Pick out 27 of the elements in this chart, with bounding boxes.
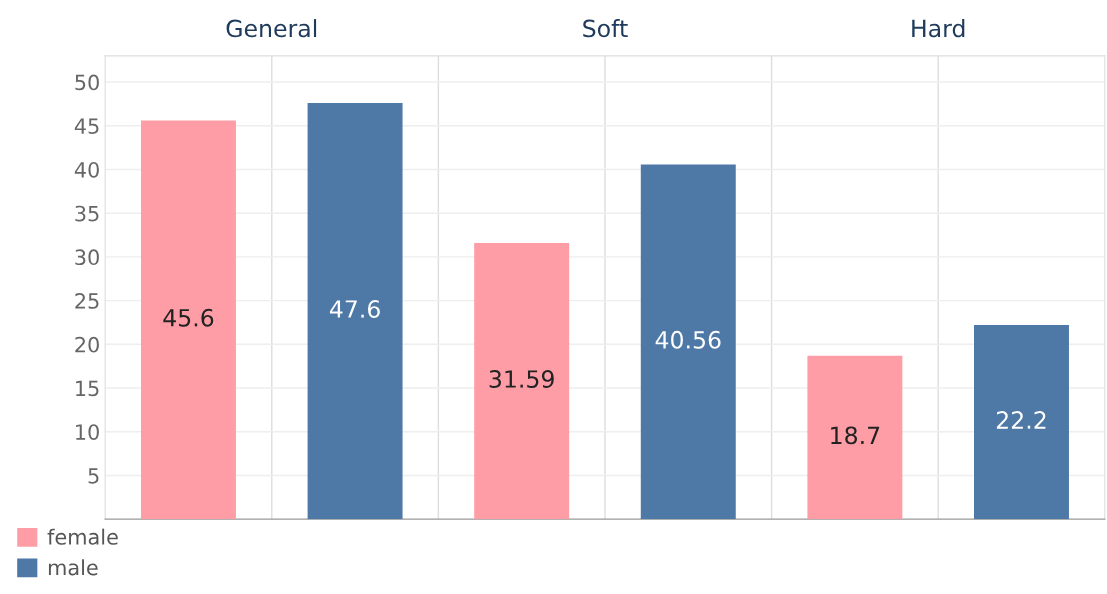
- data-label: 47.6: [329, 300, 380, 318]
- legend-label: male: [48, 559, 98, 576]
- data-label: 40.56: [655, 330, 721, 349]
- bar: [974, 325, 1069, 520]
- data-label: 18.7: [831, 426, 880, 445]
- y-tick-label: 35: [75, 205, 99, 222]
- y-tick-label: 5: [88, 468, 99, 484]
- bar: [474, 243, 570, 520]
- data-label: 45.6: [163, 308, 214, 327]
- y-tick-label: 25: [75, 293, 99, 309]
- bar: [640, 164, 736, 520]
- legend-label: female: [47, 528, 118, 545]
- bar: [307, 103, 403, 520]
- y-tick-label: 45: [74, 118, 99, 134]
- x-tick-label: Hard: [912, 19, 965, 38]
- y-tick-label: 30: [75, 249, 99, 266]
- y-tick-label: 40: [74, 161, 99, 178]
- y-tick-label: 15: [76, 380, 99, 397]
- y-tick-label: 20: [75, 336, 99, 353]
- data-label: 31.59: [489, 370, 554, 388]
- data-label: 22.2: [996, 411, 1046, 429]
- bar: [807, 355, 903, 520]
- x-tick-label: Soft: [583, 19, 628, 38]
- y-tick-label: 10: [76, 424, 99, 440]
- bar: [140, 120, 236, 520]
- x-tick-label: General: [226, 19, 317, 38]
- y-tick-label: 50: [75, 74, 99, 91]
